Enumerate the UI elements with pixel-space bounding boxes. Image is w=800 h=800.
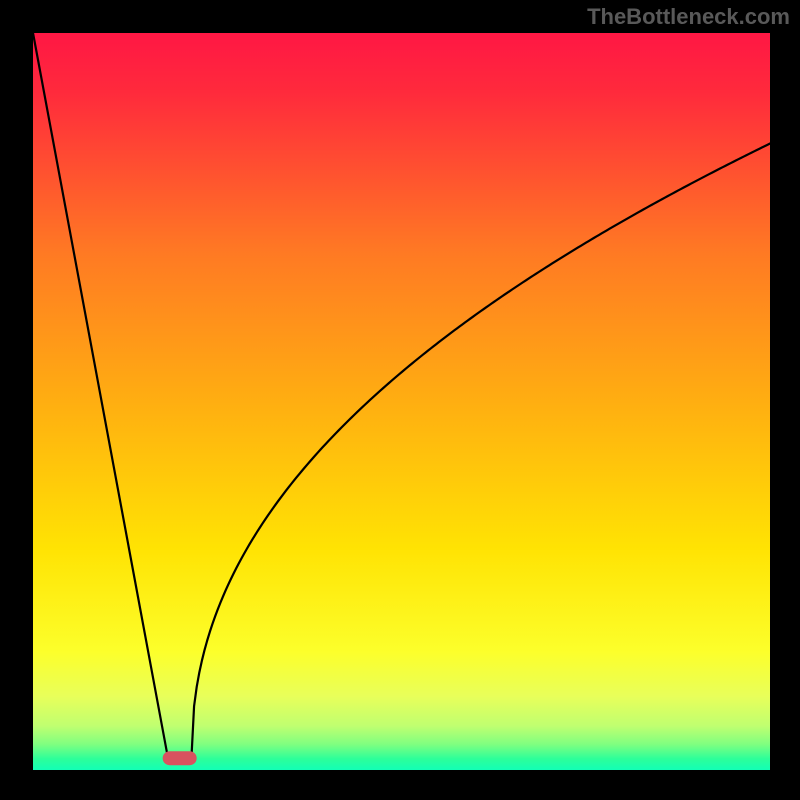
bottleneck-marker — [163, 751, 197, 765]
chart-container: TheBottleneck.com — [0, 0, 800, 800]
watermark-text: TheBottleneck.com — [587, 4, 790, 30]
plot-background — [33, 33, 770, 770]
bottleneck-chart — [0, 0, 800, 800]
